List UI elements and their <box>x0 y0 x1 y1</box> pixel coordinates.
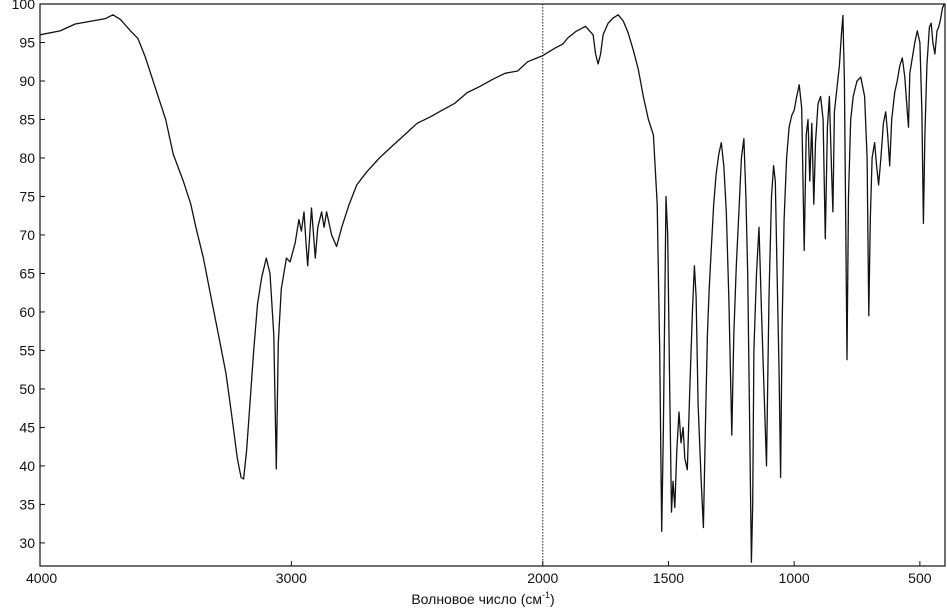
y-tick-label: 55 <box>19 342 35 358</box>
y-tick-label: 80 <box>19 150 35 166</box>
y-tick-label: 65 <box>19 265 35 281</box>
x-tick-label: 1000 <box>779 570 810 586</box>
x-axis-title: Волновое число (см-1) <box>411 590 554 607</box>
y-tick-label: 95 <box>19 34 35 50</box>
y-tick-label: 45 <box>19 419 35 435</box>
x-tick-label: 4000 <box>26 570 57 586</box>
y-tick-label: 75 <box>19 188 35 204</box>
y-tick-label: 30 <box>19 535 35 551</box>
y-tick-label: 100 <box>12 0 36 12</box>
y-tick-label: 60 <box>19 304 35 320</box>
y-axis: 100 95 90 85 80 75 70 65 60 55 50 45 40 35 30 <box>12 0 45 551</box>
y-tick-label: 90 <box>19 73 35 89</box>
x-axis: 4000 3000 2000 1500 1000 500 <box>26 561 932 586</box>
x-axis-title-close: ) <box>550 591 555 607</box>
y-tick-label: 40 <box>19 458 35 474</box>
y-tick-label: 50 <box>19 381 35 397</box>
spectrum-line <box>39 3 945 563</box>
x-tick-label: 2000 <box>527 570 558 586</box>
x-tick-label: 1500 <box>653 570 684 586</box>
y-tick-label: 85 <box>19 111 35 127</box>
y-tick-label: 70 <box>19 227 35 243</box>
y-tick-label: 35 <box>19 496 35 512</box>
x-axis-title-text: Волновое число (см <box>411 591 542 607</box>
x-tick-label: 500 <box>908 570 932 586</box>
x-tick-label: 3000 <box>276 570 307 586</box>
x-axis-title-sup: -1 <box>542 590 550 600</box>
plot-frame <box>39 3 946 567</box>
